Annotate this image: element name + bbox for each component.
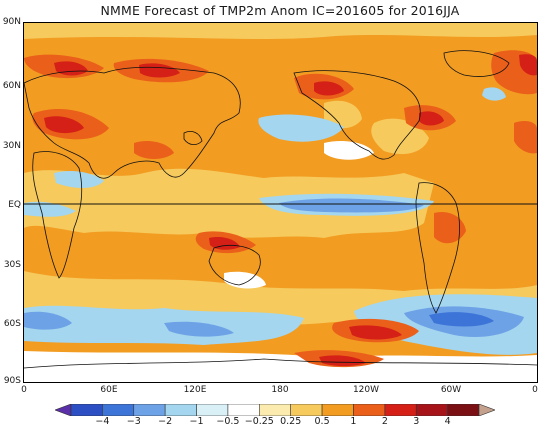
colorbar-tick-label: −1 [189, 416, 204, 427]
warm-light-zones [24, 23, 537, 326]
colorbar-swatch [290, 403, 323, 417]
lat-label-60s: 60S [3, 319, 21, 329]
colorbar-swatch [384, 403, 417, 417]
lat-label-30s: 30S [3, 260, 21, 270]
colorbar-swatches [54, 403, 496, 417]
colorbar-swatch [353, 403, 386, 417]
colorbar-swatch [133, 403, 166, 417]
lat-label-90s: 90S [3, 376, 21, 386]
colorbar-swatch [227, 403, 260, 417]
lat-label-eq: EQ [8, 200, 21, 210]
colorbar-tick-label: 0.25 [280, 416, 302, 427]
warm-very-strong-zones [44, 54, 537, 366]
colorbar-tick-label: 4 [444, 416, 451, 427]
colorbar-tick-label: −0.25 [244, 416, 274, 427]
lon-label-60e: 60E [100, 385, 118, 395]
anomaly-map [23, 22, 538, 383]
colorbar-swatch-min [54, 403, 72, 417]
coastlines [24, 50, 537, 369]
cool-strong-zones [429, 312, 494, 327]
lon-label-60w: 60W [440, 385, 462, 395]
colorbar-swatch [259, 403, 291, 417]
colorbar-tick-label: 0.5 [314, 416, 330, 427]
lon-label-0-east: 0 [532, 385, 538, 395]
anomaly-map-canvas [24, 23, 537, 382]
colorbar-swatch-max [478, 403, 496, 417]
lon-label-180: 180 [271, 385, 289, 395]
colorbar-swatch [102, 403, 135, 417]
colorbar-tick-label: −0.5 [216, 416, 240, 427]
colorbar-tick-label: −2 [158, 416, 173, 427]
colorbar-tick-label: −4 [95, 416, 110, 427]
colorbar-swatch [415, 403, 448, 417]
colorbar [54, 401, 496, 420]
colorbar-tick-label: 3 [413, 416, 420, 427]
colorbar-tick-label: −3 [126, 416, 141, 427]
colorbar-swatch [321, 403, 354, 417]
map-title: NMME Forecast of TMP2m Anom IC=201605 fo… [100, 3, 460, 18]
colorbar-tick-label: 2 [381, 416, 388, 427]
lon-label-120w: 120W [352, 385, 380, 395]
lon-label-0-west: 0 [21, 385, 27, 395]
lat-label-60n: 60N [2, 81, 21, 91]
colorbar-tick-label: 1 [350, 416, 357, 427]
colorbar-swatch [447, 403, 480, 417]
lat-label-30n: 30N [2, 141, 21, 151]
colorbar-swatch [196, 403, 229, 417]
lat-label-90n: 90N [2, 17, 21, 27]
colorbar-swatch [164, 403, 197, 417]
colorbar-swatch [70, 403, 103, 417]
lon-label-120e: 120E [183, 385, 207, 395]
